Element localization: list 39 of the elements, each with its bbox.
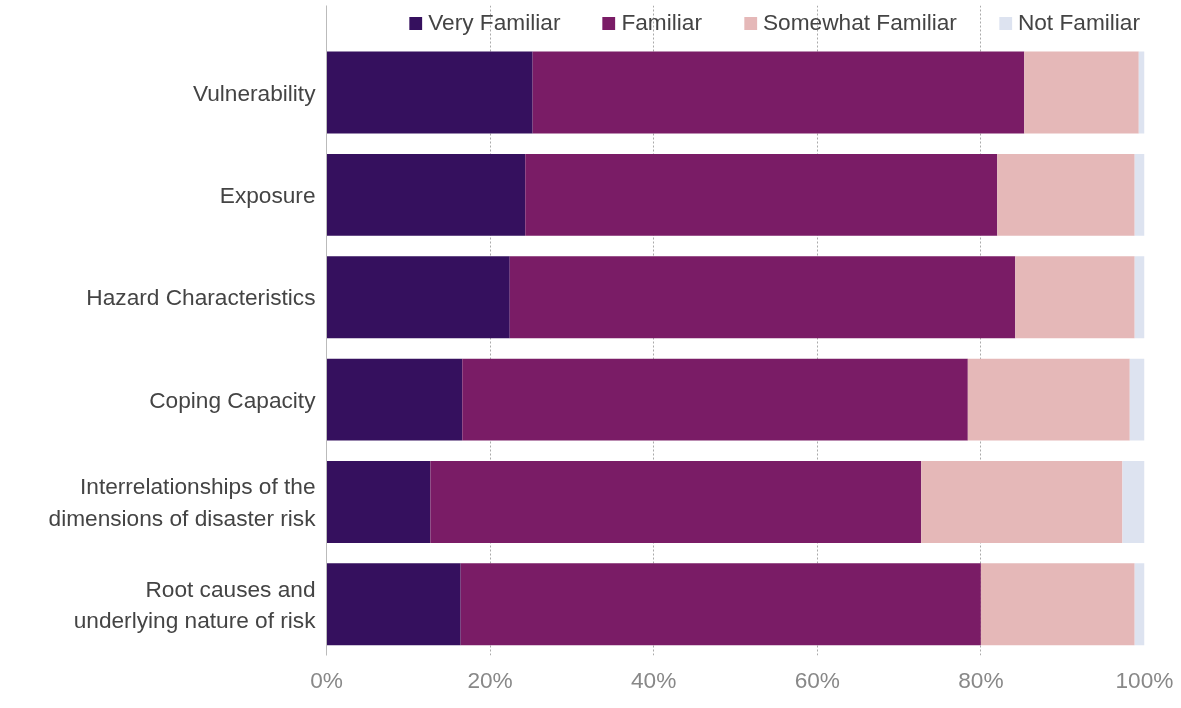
bar <box>460 563 981 646</box>
bar <box>980 563 1135 646</box>
bar <box>532 51 1025 134</box>
y-tick-label: Root causes and underlying nature of risk <box>73 575 317 633</box>
bar <box>326 461 431 543</box>
bar <box>462 358 968 441</box>
x-tick-label: 60% <box>794 666 840 693</box>
bar <box>326 51 533 134</box>
bar <box>921 461 1123 543</box>
bar <box>1134 153 1145 236</box>
bar <box>326 563 461 646</box>
bar <box>997 153 1135 236</box>
bar <box>430 461 922 543</box>
legend-label: Not Familiar <box>1017 9 1140 36</box>
bar <box>1129 358 1145 441</box>
bar <box>509 256 1016 339</box>
bar <box>1122 461 1145 543</box>
legend-label: Somewhat Familiar <box>762 9 957 36</box>
bar <box>1134 256 1145 339</box>
x-tick-label: 80% <box>958 666 1004 693</box>
bar <box>1024 51 1139 134</box>
bar <box>326 256 510 339</box>
x-tick-label: 100% <box>1115 666 1174 693</box>
x-tick-label: 40% <box>631 666 677 693</box>
bar <box>525 153 998 236</box>
y-tick-label: Coping Capacity <box>149 386 317 413</box>
bar <box>967 358 1130 441</box>
legend-label: Familiar <box>621 9 702 36</box>
y-tick-label: Hazard Characteristics <box>86 284 316 311</box>
y-tick-label: Exposure <box>219 181 316 208</box>
bar <box>1134 563 1145 646</box>
x-tick-label: 20% <box>467 666 513 693</box>
bar <box>326 358 463 441</box>
bar <box>1015 256 1135 339</box>
x-tick-label: 0% <box>310 666 343 693</box>
legend-label: Very Familiar <box>428 9 561 36</box>
bar <box>326 153 526 236</box>
y-tick-label: Interrelationships of the dimensions of disaster risk <box>48 473 317 531</box>
y-tick-label: Vulnerability <box>192 79 317 106</box>
